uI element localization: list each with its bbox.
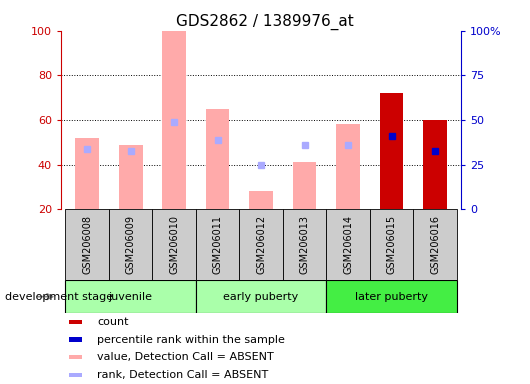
- Text: early puberty: early puberty: [224, 291, 298, 302]
- Bar: [423, 120, 447, 209]
- Text: count: count: [97, 317, 128, 327]
- Text: rank, Detection Call = ABSENT: rank, Detection Call = ABSENT: [97, 370, 268, 380]
- Bar: [336, 124, 360, 209]
- Bar: [379, 93, 403, 209]
- Bar: [162, 31, 186, 209]
- Text: juvenile: juvenile: [109, 291, 153, 302]
- Bar: [196, 209, 239, 280]
- Bar: [119, 144, 143, 209]
- Bar: [249, 192, 273, 209]
- Bar: [152, 209, 196, 280]
- Bar: [293, 162, 316, 209]
- Bar: [75, 138, 99, 209]
- Bar: [370, 209, 413, 280]
- Text: GSM206016: GSM206016: [430, 215, 440, 274]
- Bar: [69, 320, 82, 324]
- Bar: [413, 209, 457, 280]
- Text: development stage: development stage: [5, 291, 113, 302]
- Bar: [196, 280, 326, 313]
- Bar: [69, 355, 82, 359]
- Text: value, Detection Call = ABSENT: value, Detection Call = ABSENT: [97, 353, 273, 362]
- Text: percentile rank within the sample: percentile rank within the sample: [97, 334, 285, 344]
- Bar: [206, 109, 229, 209]
- Text: GSM206011: GSM206011: [213, 215, 223, 274]
- Bar: [326, 209, 370, 280]
- Text: GSM206009: GSM206009: [126, 215, 136, 274]
- Text: GSM206013: GSM206013: [299, 215, 310, 274]
- Bar: [326, 280, 457, 313]
- Text: GSM206014: GSM206014: [343, 215, 353, 274]
- Bar: [65, 209, 109, 280]
- Bar: [69, 338, 82, 342]
- Bar: [283, 209, 326, 280]
- Bar: [69, 373, 82, 377]
- Text: GDS2862 / 1389976_at: GDS2862 / 1389976_at: [176, 13, 354, 30]
- Text: GSM206008: GSM206008: [82, 215, 92, 274]
- Bar: [239, 209, 283, 280]
- Text: GSM206015: GSM206015: [386, 215, 396, 274]
- Bar: [423, 120, 447, 209]
- Bar: [109, 209, 152, 280]
- Bar: [65, 280, 196, 313]
- Text: GSM206010: GSM206010: [169, 215, 179, 274]
- Text: GSM206012: GSM206012: [256, 215, 266, 274]
- Text: later puberty: later puberty: [355, 291, 428, 302]
